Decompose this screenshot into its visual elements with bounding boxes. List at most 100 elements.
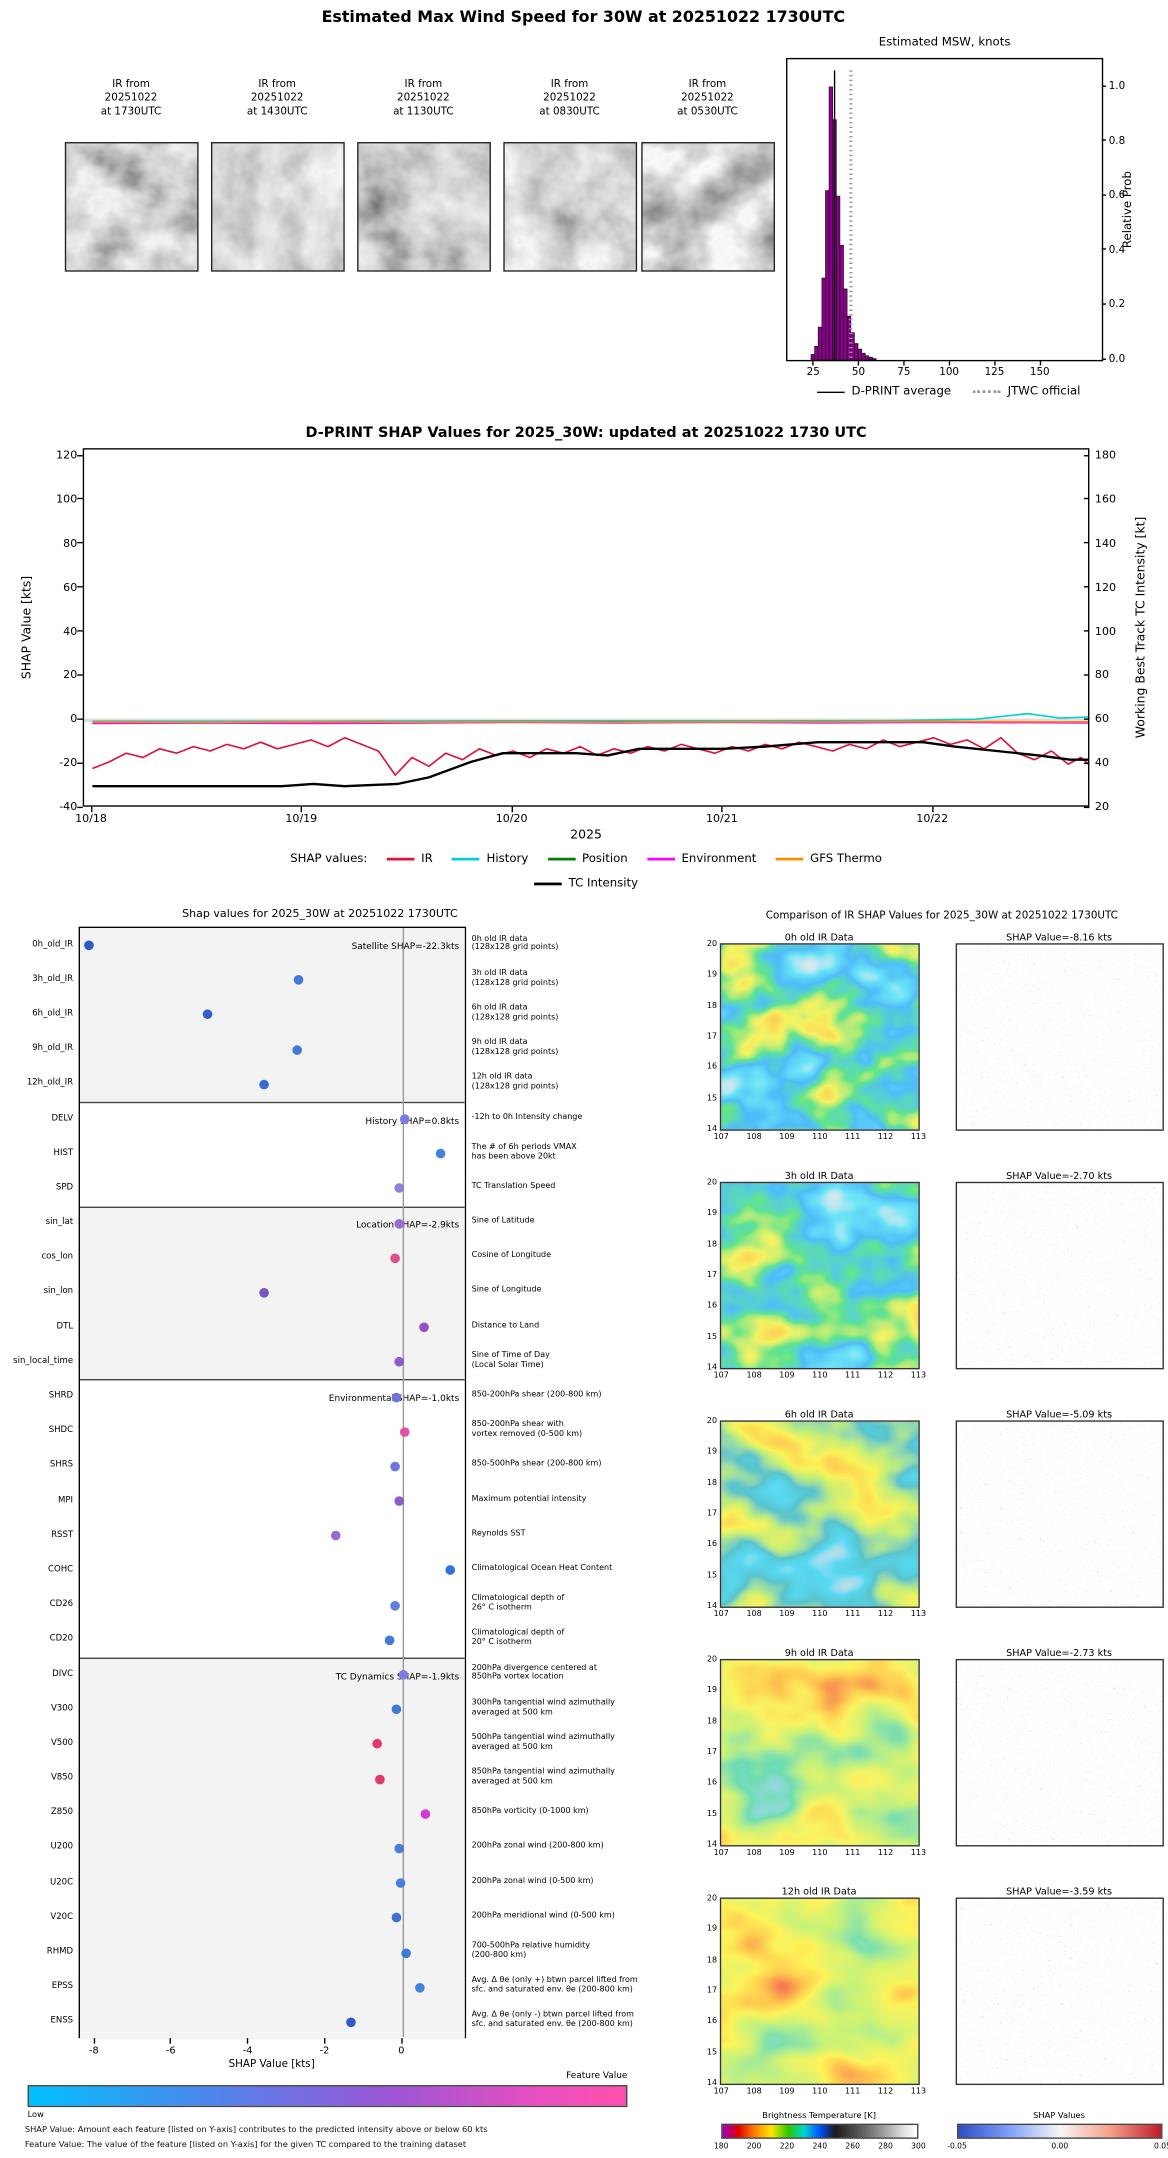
feature-desc-DELV: -12h to 0h Intensity change xyxy=(471,1113,583,1122)
shap-map-image xyxy=(957,1421,1163,1607)
shap-dot-12h_old_IR xyxy=(259,1079,270,1090)
timeseries-ytick-left: -20 xyxy=(59,756,78,769)
ir-map-ytick: 20 xyxy=(706,1179,718,1188)
feature-group-satellite: Satellite SHAP=-22.3kts xyxy=(79,928,465,1102)
ir-map-xtick: 112 xyxy=(877,2087,894,2097)
ir-map-xtick: 111 xyxy=(845,1133,861,1142)
ir-map-xtick: 112 xyxy=(877,1849,894,1858)
histogram-xtick: 150 xyxy=(1029,365,1050,378)
ir-map-ytick: 19 xyxy=(706,971,718,980)
tick-mark xyxy=(993,361,995,366)
tick-mark xyxy=(1083,674,1090,676)
feature-value-colorbar-label: Feature Value xyxy=(566,2069,628,2081)
histogram-xtick: 125 xyxy=(984,365,1005,378)
feature-group-tc-dynamics: TC Dynamics SHAP=-1.9kts xyxy=(79,1657,465,2040)
feature-label-sin_lat: sin_lat xyxy=(45,1217,74,1227)
shap-colorbar-tick: -0.05 xyxy=(947,2142,967,2152)
tick-mark xyxy=(77,542,83,544)
tick-mark xyxy=(77,454,83,456)
solid-line-swatch xyxy=(817,390,845,393)
line-swatch xyxy=(386,857,415,861)
ir-map-ytick: 16 xyxy=(706,1779,718,1788)
timeseries-legend-row2: TC Intensity xyxy=(534,877,638,891)
ir-map-title-1: 3h old IR Data xyxy=(784,1170,854,1182)
ir-thumb-image xyxy=(212,143,344,271)
ir-map-ytick: 17 xyxy=(706,1748,718,1757)
feature-desc-0h_old_IR: 0h old IR data (128x128 grid points) xyxy=(471,934,559,953)
feature-label-RSST: RSST xyxy=(51,1529,74,1540)
ir-map-3 xyxy=(719,1658,920,1847)
group-header-location: Location SHAP=-2.9kts xyxy=(356,1219,460,1231)
tick-mark xyxy=(931,806,933,813)
ir-map-image xyxy=(721,1898,919,2084)
ir-map-ytick: 19 xyxy=(706,1686,718,1696)
bt-colorbar-tick: 220 xyxy=(779,2142,795,2152)
shap-dot-RSST xyxy=(330,1531,341,1541)
timeseries-legend-row1: SHAP values: IR History Position Environment… xyxy=(290,852,882,866)
ir-map-image xyxy=(721,1183,919,1368)
shap-map-3 xyxy=(955,1658,1164,1847)
histogram-ytick: 0.4 xyxy=(1108,243,1126,256)
shap-dot-V300 xyxy=(392,1704,402,1715)
ir-map-2 xyxy=(719,1420,920,1608)
shap-dot-CD20 xyxy=(384,1635,395,1645)
ir-map-ytick: 20 xyxy=(706,1417,718,1426)
bt-colorbar-tick: 300 xyxy=(911,2142,926,2152)
ir-map-ytick: 20 xyxy=(706,1656,718,1665)
ir-map-image xyxy=(721,944,919,1130)
timeseries-xtick: 10/21 xyxy=(706,812,738,825)
shap-dot-V500 xyxy=(372,1739,383,1750)
ir-map-image xyxy=(721,1660,919,1846)
shap-map-2 xyxy=(955,1420,1164,1608)
ir-map-xtick: 111 xyxy=(845,1372,861,1381)
ir-thumbnail-label: IR from 20251022 at 1430UTC xyxy=(246,77,308,118)
ir-map-xtick: 112 xyxy=(877,1610,894,1619)
feature-desc-RSST: Reynolds SST xyxy=(471,1529,526,1539)
shap-dot-CD26 xyxy=(390,1600,400,1611)
ir-map-xtick: 109 xyxy=(779,1133,795,1142)
timeseries-ytick-right: 80 xyxy=(1094,668,1109,682)
histogram-legend: D-PRINT average JTWC official xyxy=(817,385,1080,399)
feature-label-SHRS: SHRS xyxy=(49,1460,74,1470)
ir-map-xtick: 110 xyxy=(812,1133,828,1142)
dotplot-xtick: -4 xyxy=(242,2045,253,2057)
tick-mark xyxy=(77,674,83,676)
legend-label: IR xyxy=(421,852,433,867)
ir-thumb-image xyxy=(66,143,198,271)
tick-mark xyxy=(1083,542,1090,544)
feature-desc-sin_local_time: Sine of Time of Day (Local Solar Time) xyxy=(471,1351,550,1370)
bt-colorbar-tick: 280 xyxy=(878,2142,893,2152)
ir-thumb-image xyxy=(358,143,490,271)
ir-map-xtick: 109 xyxy=(779,2087,795,2097)
feature-label-12h_old_IR: 12h_old_IR xyxy=(26,1078,74,1088)
ir-map-ytick: 14 xyxy=(706,1840,718,1850)
timeseries-ytick-right: 20 xyxy=(1094,800,1109,813)
feature-desc-DIVC: 200hPa divergence centered at 850hPa vor… xyxy=(471,1664,597,1682)
dotplot-xtick: 0 xyxy=(398,2045,405,2057)
ir-satellite-thumbnail xyxy=(641,142,775,272)
timeseries-ytick-left: 120 xyxy=(56,448,78,462)
ir-map-xtick: 110 xyxy=(812,1372,828,1381)
feature-desc-SHRD: 850-200hPa shear (200-800 km) xyxy=(471,1390,602,1400)
tick-mark xyxy=(1101,139,1106,141)
tick-mark xyxy=(93,2038,95,2044)
shap-colorbar-tick: 0.05 xyxy=(1154,2142,1168,2152)
line-swatch xyxy=(547,857,576,861)
ir-map-ytick: 19 xyxy=(706,1209,718,1219)
shap-map-image xyxy=(957,1183,1163,1368)
ir-map-ytick: 16 xyxy=(706,1540,718,1550)
feature-desc-V850: 850hPa tangential wind azimuthally avera… xyxy=(471,1768,615,1786)
timeseries-xtick: 10/18 xyxy=(75,812,107,825)
shap-dot-9h_old_IR xyxy=(292,1044,303,1055)
shap-map-title-1: SHAP Value=-2.70 kts xyxy=(1006,1170,1113,1182)
tick-mark xyxy=(857,361,860,366)
feature-label-V500: V500 xyxy=(50,1738,74,1748)
feature-group-location: Location SHAP=-2.9kts xyxy=(79,1205,465,1380)
ir-thumbnail-label: IR from 20251022 at 1730UTC xyxy=(100,77,162,118)
tick-mark xyxy=(77,586,83,588)
tick-mark xyxy=(90,806,92,813)
line-swatch xyxy=(452,857,480,861)
feature-label-RHMD: RHMD xyxy=(46,1946,74,1957)
bt-colorbar-tick: 260 xyxy=(845,2142,860,2152)
